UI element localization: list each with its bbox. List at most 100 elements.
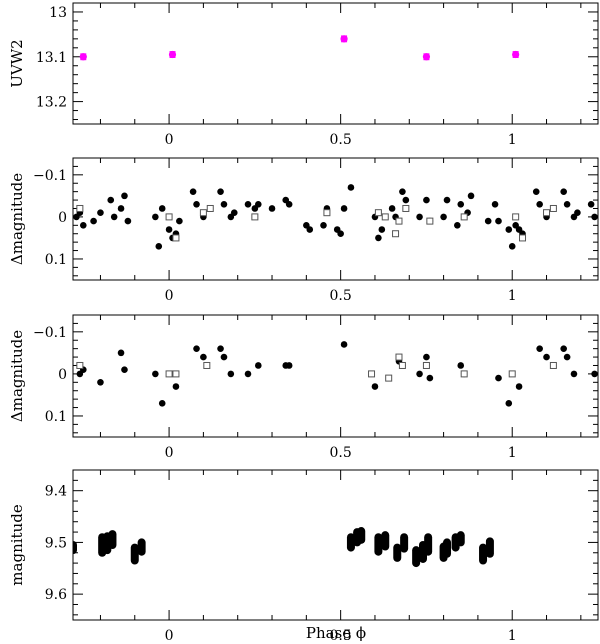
data-point-square (206, 204, 214, 212)
data-marks (73, 184, 598, 250)
data-point-square (381, 213, 389, 221)
data-point-square (549, 204, 557, 212)
data-point-square (549, 361, 557, 369)
panel-2: 0 0.5 1 −0.1 0 0.1 Δmagnitude (8, 157, 599, 304)
data-point (97, 209, 104, 216)
data-point (515, 383, 523, 390)
y-tick-label: 9.4 (45, 484, 67, 500)
data-point-square (508, 370, 516, 378)
data-point (563, 200, 571, 208)
data-point (244, 370, 252, 378)
data-point (337, 230, 344, 238)
data-point-square (199, 209, 207, 217)
x-tick-label: 0.5 (330, 132, 352, 148)
data-point (563, 353, 571, 361)
data-point (591, 213, 598, 221)
data-point (347, 184, 355, 191)
data-point (340, 205, 348, 212)
y-tick-label: 9.5 (45, 535, 67, 551)
data-point (320, 222, 327, 229)
x-tick-label: 0 (165, 132, 174, 148)
data-point-square (251, 213, 259, 221)
data-point (457, 200, 465, 208)
data-point-square (422, 361, 430, 369)
panel-frame (72, 469, 599, 621)
y-tick-label: −0.1 (33, 168, 67, 184)
y-tick-label: 0.1 (45, 252, 67, 268)
data-point (117, 205, 125, 212)
data-point-square (543, 209, 551, 217)
panel-frame (72, 157, 599, 281)
data-point (220, 353, 228, 361)
data-point (495, 374, 502, 382)
data-point (443, 196, 451, 204)
data-point (532, 188, 540, 195)
data-point (158, 205, 166, 212)
data-point (217, 345, 224, 352)
data-point (467, 192, 475, 200)
data-marks (73, 527, 494, 568)
panel-frame (72, 314, 599, 438)
y-axis-label: Δmagnitude (8, 173, 26, 265)
data-point (97, 379, 104, 386)
data-point-square (172, 370, 180, 378)
data-point (388, 205, 396, 212)
data-point (124, 217, 132, 225)
data-point (587, 200, 595, 208)
y-tick-label: 13.1 (36, 50, 67, 66)
data-point (574, 209, 581, 216)
data-point (254, 362, 262, 369)
data-marks (79, 35, 520, 61)
data-point (484, 217, 492, 225)
y-tick-label: 13.2 (36, 95, 67, 111)
data-point-square (76, 204, 84, 212)
data-point (423, 196, 430, 204)
x-tick-label: 1 (508, 288, 517, 304)
data-point-square (402, 204, 410, 212)
panel-3: 0 0.5 1 −0.1 0 0.1 Δmagnitude (8, 314, 599, 461)
data-point (416, 213, 423, 221)
panel-frame (72, 2, 599, 125)
data-point (426, 374, 434, 382)
data-point (505, 226, 513, 233)
x-tick-label: 1 (508, 132, 517, 148)
data-point (90, 217, 97, 225)
data-point (165, 226, 173, 233)
data-point-square (392, 230, 400, 238)
data-point-square (398, 361, 406, 369)
data-point-square (460, 370, 468, 378)
data-point (254, 200, 262, 208)
data-point (416, 370, 423, 378)
data-point-square (368, 370, 376, 378)
data-point (591, 370, 598, 378)
y-tick-label: 0.1 (45, 409, 67, 425)
panel-1: 0 0.5 1 13 13.1 13.2 UVW2 (8, 2, 599, 148)
data-point (155, 243, 163, 250)
data-point-square (76, 361, 84, 369)
data-point (110, 213, 118, 221)
data-point (79, 222, 87, 229)
x-tick-label: 0 (165, 445, 174, 461)
y-tick-label: 9.6 (45, 587, 67, 603)
data-point (158, 400, 166, 407)
data-point-square (385, 374, 393, 382)
data-point-square (203, 361, 211, 369)
data-point (423, 353, 430, 361)
data-point (285, 362, 293, 369)
data-point (457, 362, 465, 369)
data-point (107, 196, 115, 204)
data-point (402, 196, 410, 204)
data-point (570, 370, 578, 378)
data-point-square (395, 217, 403, 225)
data-point-square (426, 217, 434, 225)
y-axis-label: Δmagnitude (8, 330, 26, 422)
data-point (220, 200, 228, 208)
data-point (79, 53, 87, 61)
x-tick-label: 0.5 (330, 628, 352, 644)
data-point-square (165, 370, 173, 378)
data-point (121, 366, 128, 373)
data-point (495, 217, 502, 225)
y-tick-label: −0.1 (33, 325, 67, 341)
y-tick-label: 0 (58, 210, 67, 226)
